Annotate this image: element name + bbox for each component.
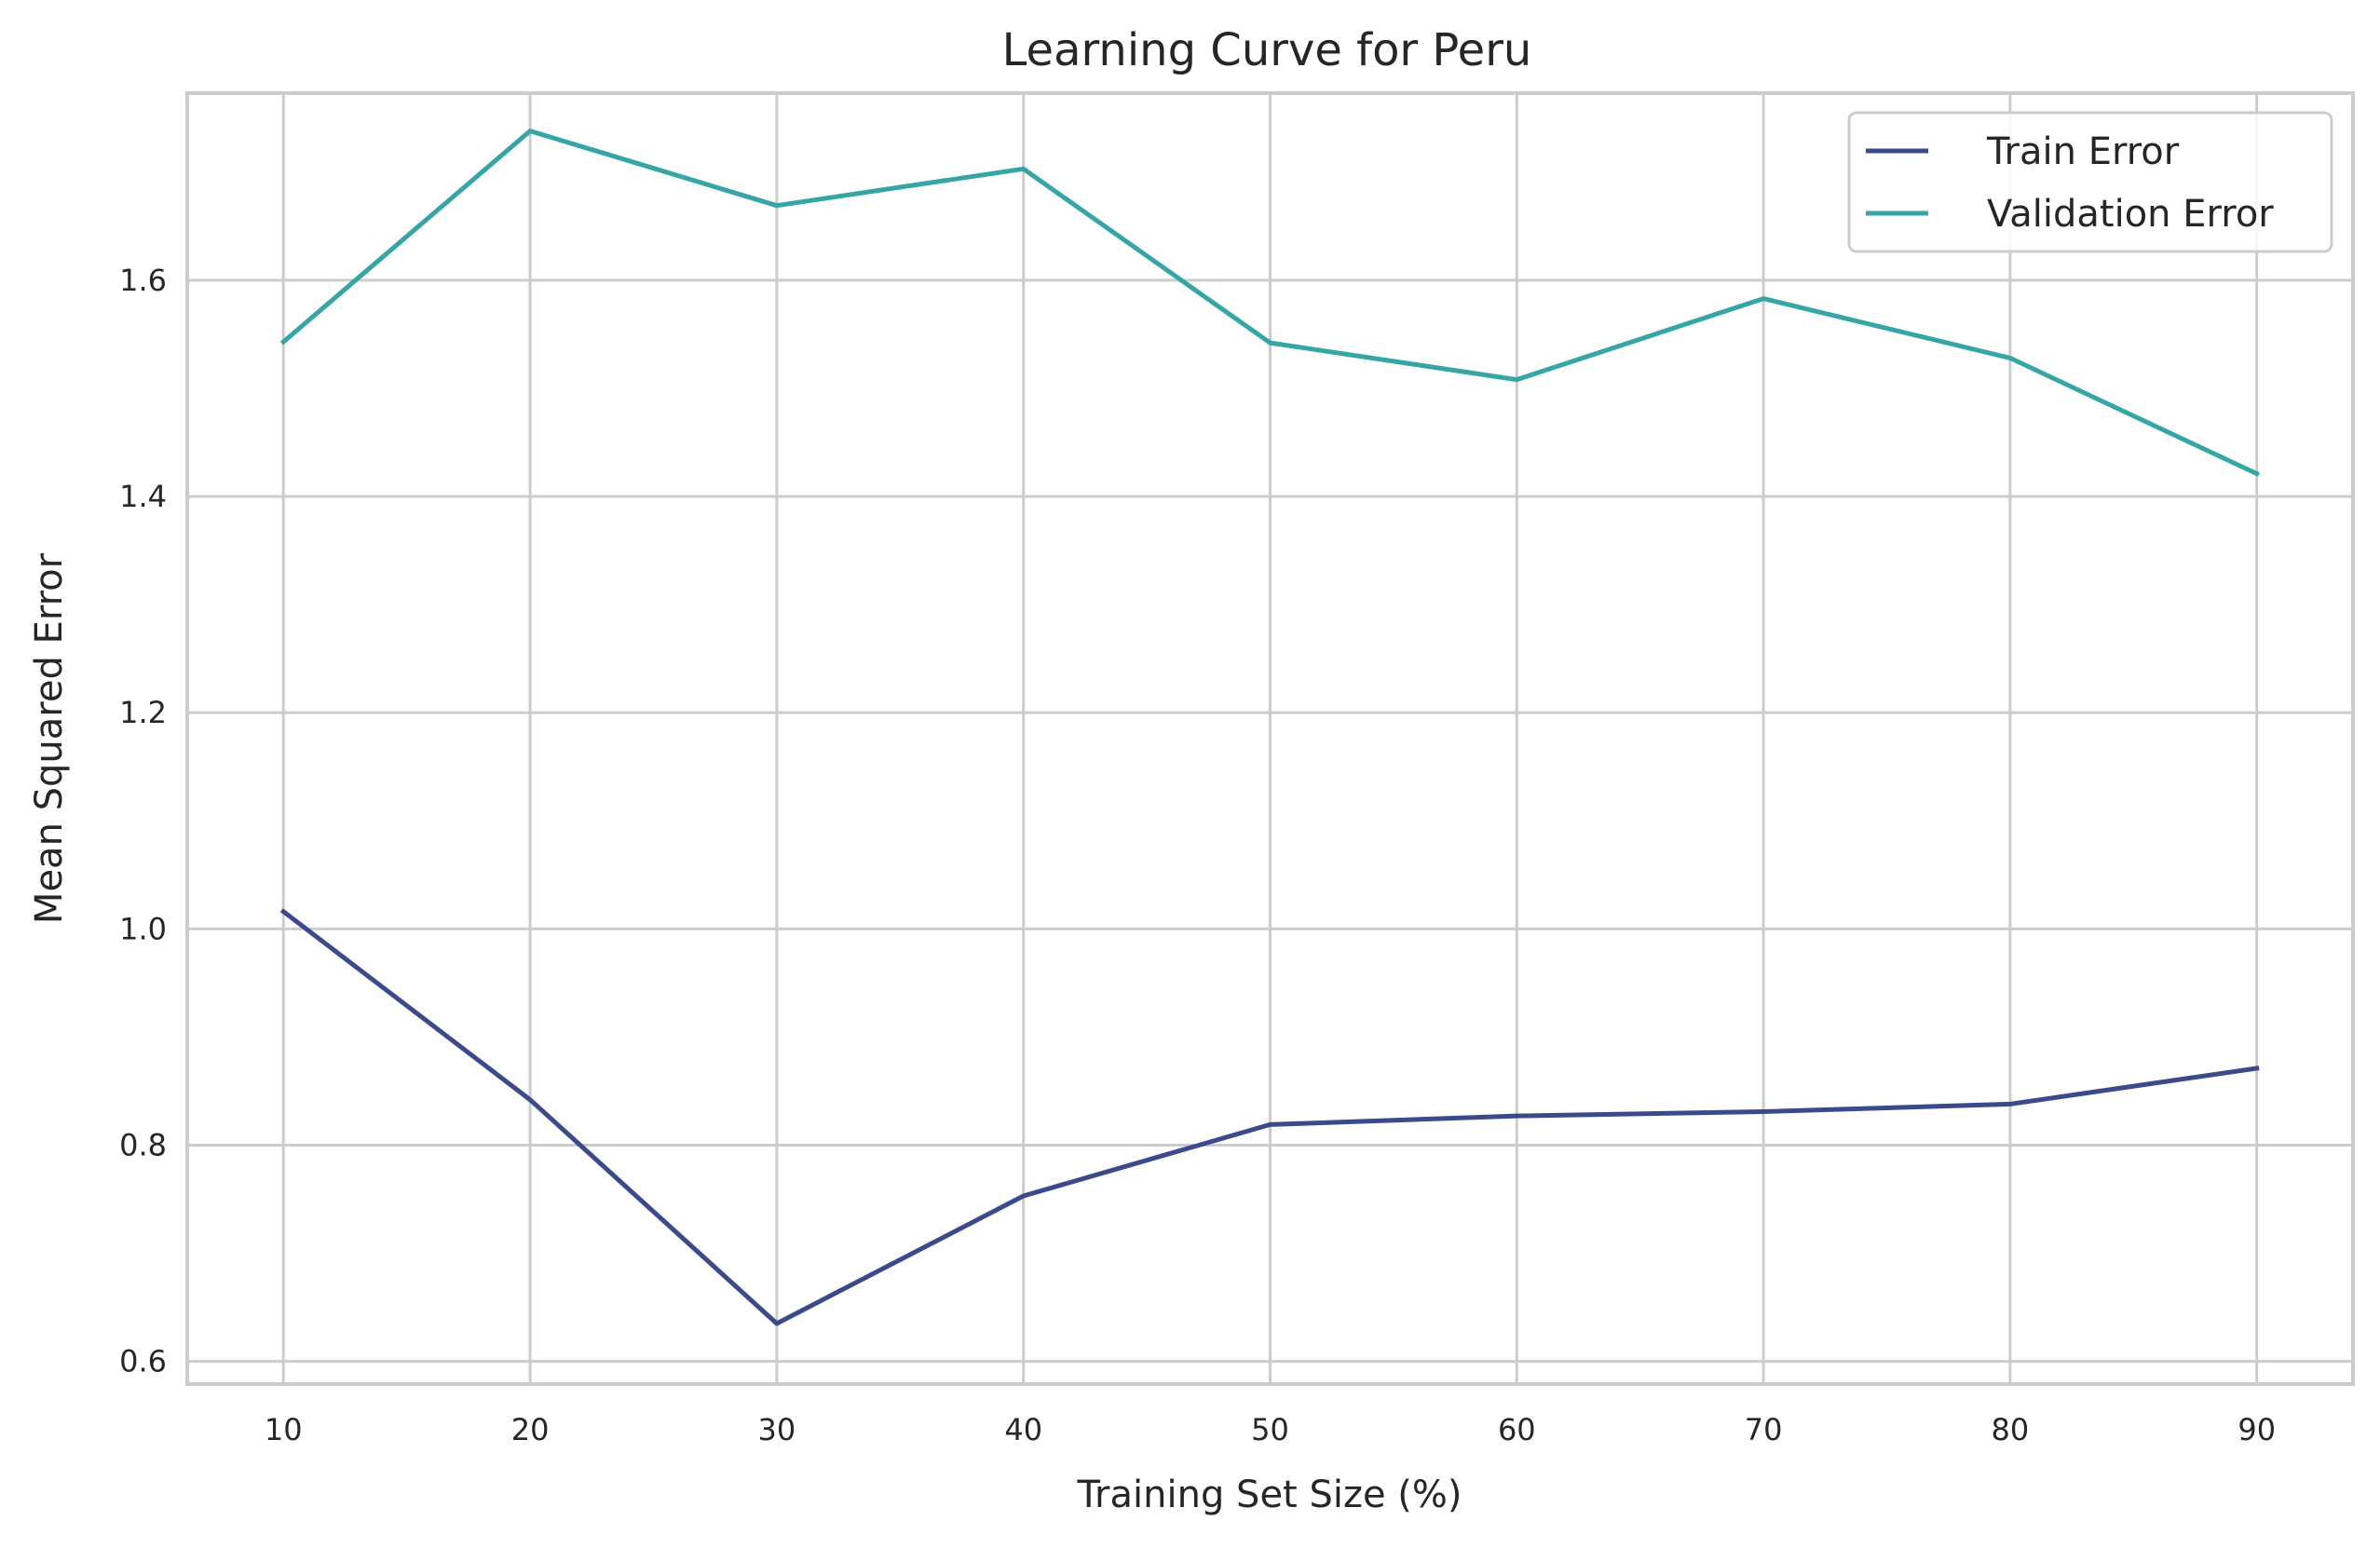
- chart-title: Learning Curve for Peru: [1002, 24, 1532, 76]
- legend-label-validation-error: Validation Error: [1987, 193, 2274, 236]
- x-tick-label: 10: [265, 1412, 303, 1447]
- x-tick-label: 60: [1498, 1412, 1536, 1447]
- plot-frame: [185, 91, 2355, 1386]
- series-line-train-error: [279, 908, 2260, 1326]
- legend-label-train-error: Train Error: [1986, 130, 2180, 173]
- x-tick-label: 50: [1251, 1412, 1289, 1447]
- y-tick-label: 0.8: [119, 1127, 167, 1162]
- y-tick-label: 1.0: [119, 911, 167, 946]
- x-tick-label: 70: [1745, 1412, 1783, 1447]
- x-axis-title: Training Set Size (%): [1077, 1473, 1462, 1516]
- y-tick-label: 1.4: [119, 479, 167, 514]
- x-tick-label: 90: [2237, 1412, 2276, 1447]
- legend: Train Error Validation Error: [1847, 111, 2333, 253]
- y-axis-title: Mean Squared Error: [28, 552, 71, 924]
- y-tick-label: 1.6: [119, 263, 167, 298]
- y-tick-labels: 0.6 0.8 1.0 1.2 1.4 1.6: [119, 263, 167, 1379]
- x-tick-label: 30: [758, 1412, 796, 1447]
- x-tick-label: 40: [1004, 1412, 1042, 1447]
- y-tick-label: 0.6: [119, 1344, 167, 1379]
- legend-box: [1847, 111, 2333, 253]
- x-tick-labels: 10 20 30 40 50 60 70 80 90: [265, 1412, 2276, 1447]
- series-layer: [279, 129, 2261, 1326]
- series-line-validation-error: [279, 129, 2261, 477]
- grid: [187, 93, 2353, 1384]
- x-tick-label: 20: [511, 1412, 550, 1447]
- y-tick-label: 1.2: [119, 695, 167, 730]
- x-tick-label: 80: [1992, 1412, 2030, 1447]
